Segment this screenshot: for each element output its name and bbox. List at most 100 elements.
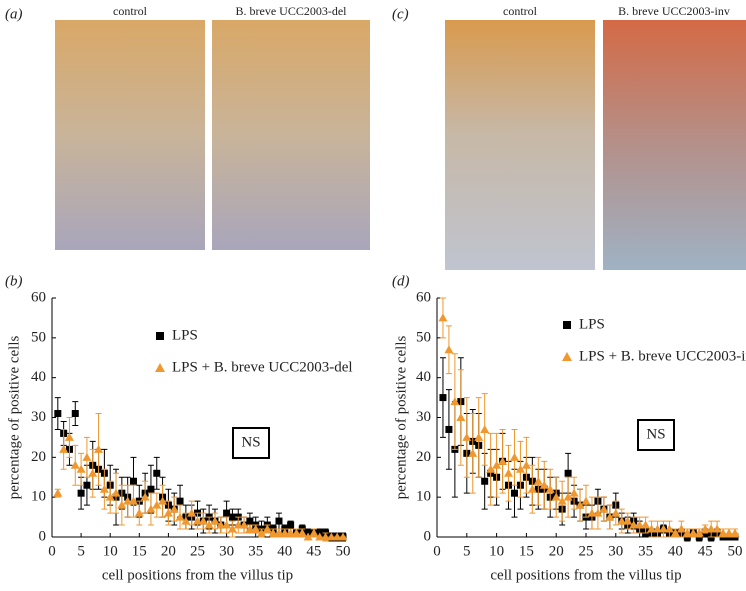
data-point: [676, 524, 686, 533]
y-tick-label: 60: [416, 289, 431, 305]
legend-marker: [563, 321, 571, 329]
legend-label: LPS + B. breve UCC2003-inv: [579, 348, 746, 364]
data-point: [83, 481, 91, 489]
data-point: [297, 528, 307, 537]
data-point: [444, 345, 454, 354]
data-point: [268, 528, 278, 537]
x-axis-label: cell positions from the villus tip: [490, 567, 681, 583]
data-point: [599, 504, 609, 513]
data-point: [521, 460, 531, 469]
data-point: [545, 484, 555, 493]
panel-label: (d): [392, 273, 410, 289]
x-tick-label: 20: [161, 543, 176, 559]
x-tick-label: 45: [698, 543, 713, 559]
x-tick-label: 50: [728, 543, 743, 559]
data-point: [204, 520, 214, 529]
data-point: [569, 488, 579, 497]
data-point: [146, 504, 156, 513]
x-tick-label: 10: [103, 543, 118, 559]
data-point: [581, 496, 591, 505]
data-point: [664, 524, 674, 533]
data-point: [510, 489, 518, 497]
data-point: [563, 492, 573, 501]
data-point: [216, 520, 226, 529]
data-point: [706, 524, 716, 533]
y-tick-label: 30: [416, 409, 431, 425]
y-tick-label: 40: [31, 369, 46, 385]
micrograph: [212, 20, 370, 250]
y-tick-label: 50: [416, 329, 431, 345]
y-axis-label: percentage of positive cells: [393, 335, 409, 499]
data-point: [94, 444, 104, 453]
y-tick-label: 30: [31, 409, 46, 425]
panel-label: (c): [392, 6, 409, 22]
data-point: [152, 500, 162, 509]
y-tick-label: 50: [31, 329, 46, 345]
data-point: [257, 528, 267, 537]
data-point: [439, 394, 447, 402]
data-point: [492, 460, 502, 469]
data-point: [557, 496, 567, 505]
annotation-box: [232, 427, 270, 459]
legend-marker: [562, 352, 572, 361]
data-point: [498, 456, 508, 465]
y-tick-label: 20: [416, 449, 431, 465]
data-point: [635, 520, 645, 529]
data-point: [303, 532, 313, 541]
data-point: [718, 528, 728, 537]
annotation: NS: [646, 426, 665, 442]
data-point: [187, 508, 197, 517]
data-point: [527, 484, 537, 493]
data-point: [587, 508, 597, 517]
x-tick-label: 25: [190, 543, 205, 559]
x-tick-label: 40: [668, 543, 683, 559]
data-point: [54, 410, 62, 418]
data-point: [504, 468, 514, 477]
x-tick-label: 0: [433, 543, 441, 559]
x-tick-label: 40: [277, 543, 292, 559]
y-tick-label: 10: [31, 489, 46, 505]
data-point: [593, 508, 603, 517]
y-tick-label: 0: [39, 528, 47, 544]
data-point: [228, 513, 236, 521]
data-point: [629, 520, 639, 529]
data-point: [682, 528, 692, 537]
data-point: [450, 397, 460, 406]
legend-label: LPS: [172, 327, 198, 343]
micrograph: [445, 20, 595, 270]
data-point: [694, 528, 704, 537]
data-point: [321, 532, 331, 541]
data-point: [245, 524, 255, 533]
data-point: [71, 410, 79, 418]
data-point: [193, 516, 202, 525]
data-point: [129, 477, 137, 485]
data-point: [280, 528, 290, 537]
data-point: [338, 532, 348, 541]
data-point: [611, 508, 621, 517]
data-point: [117, 500, 127, 509]
data-point: [533, 476, 543, 485]
data-point: [688, 528, 698, 537]
data-point: [486, 464, 496, 473]
data-point: [539, 480, 549, 489]
data-point: [309, 528, 319, 537]
x-tick-label: 5: [77, 543, 85, 559]
data-point: [712, 524, 722, 533]
annotation-box: [637, 419, 675, 451]
data-point: [551, 492, 561, 501]
data-point: [468, 448, 478, 457]
data-point: [641, 520, 651, 529]
data-point: [623, 516, 633, 525]
data-point: [222, 520, 232, 529]
data-point: [111, 488, 121, 497]
micrograph: [55, 20, 205, 250]
image-caption: control: [503, 4, 538, 18]
x-tick-label: 5: [463, 543, 471, 559]
data-point: [175, 512, 185, 521]
micrograph: [603, 20, 746, 270]
data-point: [76, 464, 86, 473]
data-point: [730, 528, 740, 537]
data-point: [140, 492, 150, 501]
data-point: [481, 477, 489, 485]
